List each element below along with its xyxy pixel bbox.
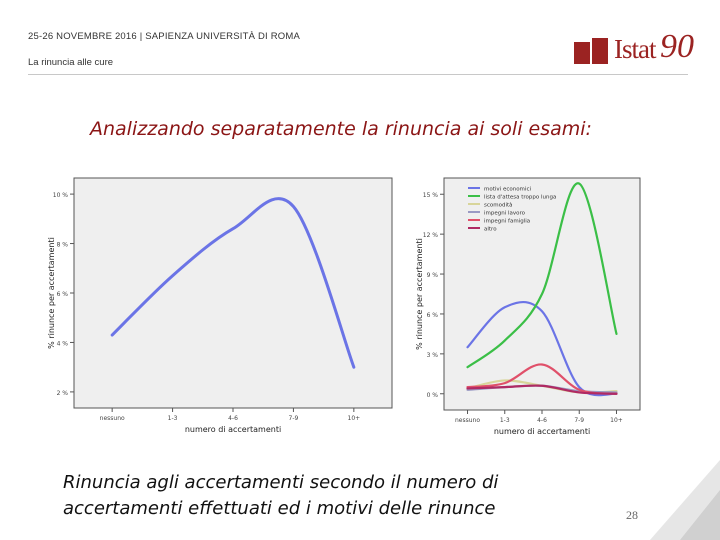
logo-word: Istat [614,34,656,64]
istat-logo-mark-icon [574,38,608,64]
x-tick-label: 1-3 [500,417,510,424]
x-tick-label: 7-9 [574,417,584,424]
corner-decoration [650,460,720,540]
legend-label: altro [484,227,497,233]
y-tick-label: 6 % [427,312,439,319]
x-tick-label: 10+ [348,415,361,422]
x-tick-label: 10+ [610,417,623,424]
y-tick-label: 8 % [57,242,69,249]
legend-label: scomodità [484,202,513,209]
x-tick-label: 1-3 [168,415,178,422]
x-axis-label: numero di accertamenti [185,425,281,434]
x-tick-label: 7-9 [289,415,299,422]
slide-caption: Rinuncia agli accertamenti secondo il nu… [63,472,499,519]
page-number: 28 [626,508,638,522]
y-tick-label: 0 % [427,392,439,399]
y-tick-label: 3 % [427,352,439,359]
legend-label: motivi economici [484,187,531,193]
y-tick-label: 2 % [57,390,69,397]
section-title: La rinuncia alle cure [28,57,114,68]
x-tick-label: nessuno [100,415,125,422]
chart-overall: 10 % 8 % 6 % 4 % 2 % nessuno 1-3 4-6 7-9 10+ numer… [46,176,396,446]
event-header: 25-26 NOVEMBRE 2016 | SAPIENZA UNIVERSIT… [28,31,301,42]
y-tick-label: 15 % [423,192,439,199]
x-tick-label: 4-6 [228,415,238,422]
chart-by-reason-svg: 15 % 12 % 9 % 6 % 3 % 0 % nessuno 1-3 4-6 7-9 10+ n… [415,177,641,436]
header-divider [28,74,688,75]
logo-year: 90 [660,28,694,65]
x-tick-label: 4-6 [537,417,547,424]
y-tick-label: 9 % [427,272,439,279]
series-line [110,197,356,369]
slide-heading: Analizzando separatamente la rinuncia ai… [90,118,592,140]
y-tick-label: 4 % [57,340,69,347]
y-tick-label: 10 % [53,192,69,199]
istat-logo: Istat 90 [572,28,694,70]
y-tick-label: 6 % [57,291,69,298]
legend-label: impegni famiglia [484,219,530,225]
chart-by-reason: 15 % 12 % 9 % 6 % 3 % 0 % nessuno 1-3 4-6 7-9 10+ n… [412,176,652,446]
legend-label: impegni lavoro [484,211,526,217]
y-tick-label: 12 % [423,232,439,239]
x-axis-label: numero di accertamenti [494,427,590,436]
series-line [466,182,618,369]
y-axis-label: % rinunce per accertamenti [415,238,424,350]
chart-overall-svg: 10 % 8 % 6 % 4 % 2 % nessuno 1-3 4-6 7-9 10+ numer… [47,177,393,434]
plot-area [73,177,393,409]
x-tick-label: nessuno [455,417,480,424]
legend-label: lista d'attesa troppo lunga [484,195,556,201]
y-axis-label: % rinunce per accertamenti [47,237,56,349]
